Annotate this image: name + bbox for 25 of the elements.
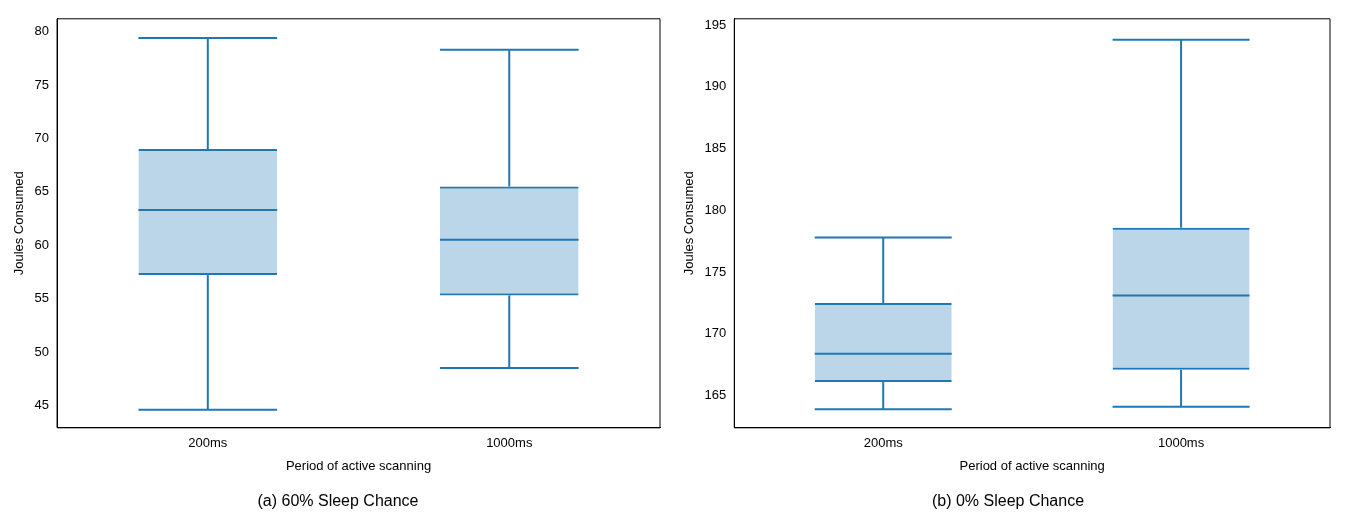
- x-tick-label: 1000ms: [486, 435, 533, 451]
- y-tick-label: 50: [34, 343, 50, 359]
- y-tick-label: 80: [34, 23, 50, 39]
- text: (b) 0% Sleep Chance: [931, 492, 1085, 510]
- y-tick-label: 45: [34, 396, 50, 412]
- x-axis-title: Period of active scanning: [285, 457, 432, 473]
- y-tick-label: 190: [704, 78, 727, 94]
- y-tick-label: 180: [704, 201, 727, 217]
- y-tick-label: 75: [34, 76, 50, 92]
- y-tick-label: 65: [34, 183, 50, 199]
- x-tick-label: 200ms: [863, 435, 904, 451]
- y-tick-label: 70: [34, 129, 50, 145]
- y-tick-label: 55: [34, 290, 50, 306]
- y-tick-label: 175: [704, 263, 727, 279]
- x-axis-title: Period of active scanning: [959, 457, 1105, 473]
- y-axis-title: Joules Consumed: [681, 171, 697, 276]
- y-tick-label: 165: [704, 387, 727, 403]
- x-tick-label: 200ms: [188, 435, 228, 451]
- y-tick-label: 170: [704, 325, 727, 341]
- text: (a) 60% Sleep Chance: [257, 492, 419, 510]
- y-axis-title: Joules Consumed: [11, 171, 27, 276]
- x-tick-label: 1000ms: [1157, 435, 1205, 451]
- y-tick-label: 60: [34, 236, 50, 252]
- y-tick-label: 195: [704, 16, 727, 32]
- y-tick-label: 185: [704, 140, 727, 156]
